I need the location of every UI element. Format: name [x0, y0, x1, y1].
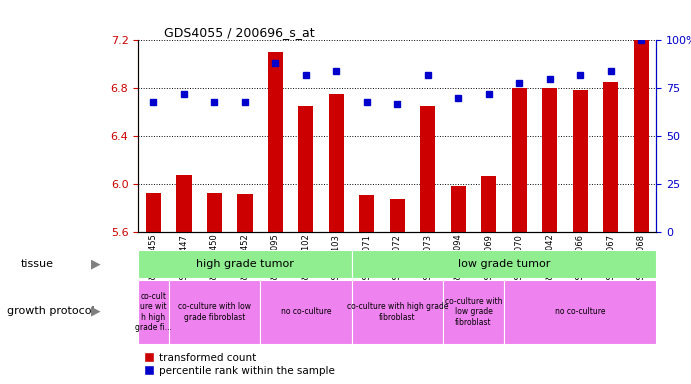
Bar [299, 106, 314, 232]
Text: no co-culture: no co-culture [281, 308, 331, 316]
Text: growth protocol: growth protocol [7, 306, 95, 316]
Bar [176, 175, 191, 232]
Bar [573, 89, 588, 232]
Text: tissue: tissue [21, 259, 54, 269]
Text: low grade tumor: low grade tumor [458, 259, 550, 269]
Bar [420, 106, 435, 232]
Legend: transformed count, percentile rank within the sample: transformed count, percentile rank withi… [144, 353, 335, 376]
Text: co-culture with
low grade
fibroblast: co-culture with low grade fibroblast [445, 297, 502, 327]
Bar [329, 94, 344, 232]
Bar [542, 88, 558, 232]
Bar [169, 280, 260, 344]
Text: co-culture with low
grade fibroblast: co-culture with low grade fibroblast [178, 302, 251, 322]
Bar [511, 88, 527, 232]
Text: no co-culture: no co-culture [555, 308, 605, 316]
Text: ▶: ▶ [91, 305, 100, 318]
Text: co-culture with high grade
fibroblast: co-culture with high grade fibroblast [347, 302, 448, 322]
Bar [138, 250, 352, 278]
Bar [390, 199, 405, 232]
Text: ▶: ▶ [91, 258, 100, 271]
Bar [207, 193, 222, 232]
Bar [504, 280, 656, 344]
Bar [352, 280, 443, 344]
Bar [267, 52, 283, 232]
Bar [634, 40, 649, 232]
Bar [138, 280, 169, 344]
Bar [443, 280, 504, 344]
Text: high grade tumor: high grade tumor [196, 259, 294, 269]
Text: GDS4055 / 200696_s_at: GDS4055 / 200696_s_at [164, 26, 314, 39]
Bar [237, 194, 252, 232]
Bar [352, 250, 656, 278]
Bar [260, 280, 352, 344]
Bar [481, 176, 496, 232]
Bar [146, 193, 161, 232]
Bar [451, 185, 466, 232]
Text: co-cult
ure wit
h high
grade fi...: co-cult ure wit h high grade fi... [135, 292, 172, 332]
Bar [359, 195, 375, 232]
Bar [603, 82, 618, 232]
